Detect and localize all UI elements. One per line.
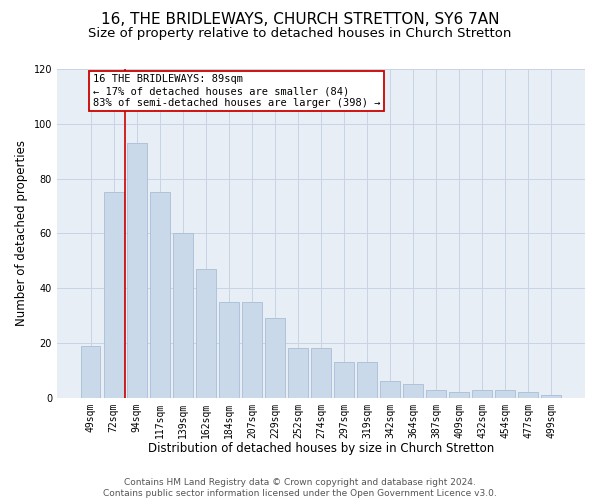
Bar [403,384,423,398]
Bar [334,362,354,398]
Bar [449,392,469,398]
Bar [288,348,308,398]
Bar [472,390,492,398]
Bar [196,269,215,398]
Bar [496,390,515,398]
Bar [311,348,331,398]
Text: 16 THE BRIDLEWAYS: 89sqm
← 17% of detached houses are smaller (84)
83% of semi-d: 16 THE BRIDLEWAYS: 89sqm ← 17% of detach… [93,74,380,108]
X-axis label: Distribution of detached houses by size in Church Stretton: Distribution of detached houses by size … [148,442,494,455]
Text: Contains HM Land Registry data © Crown copyright and database right 2024.
Contai: Contains HM Land Registry data © Crown c… [103,478,497,498]
Text: Size of property relative to detached houses in Church Stretton: Size of property relative to detached ho… [88,28,512,40]
Bar [81,346,100,398]
Bar [426,390,446,398]
Bar [219,302,239,398]
Y-axis label: Number of detached properties: Number of detached properties [15,140,28,326]
Bar [104,192,124,398]
Bar [265,318,284,398]
Bar [518,392,538,398]
Bar [242,302,262,398]
Text: 16, THE BRIDLEWAYS, CHURCH STRETTON, SY6 7AN: 16, THE BRIDLEWAYS, CHURCH STRETTON, SY6… [101,12,499,28]
Bar [380,382,400,398]
Bar [127,143,146,398]
Bar [150,192,170,398]
Bar [541,395,561,398]
Bar [173,234,193,398]
Bar [357,362,377,398]
